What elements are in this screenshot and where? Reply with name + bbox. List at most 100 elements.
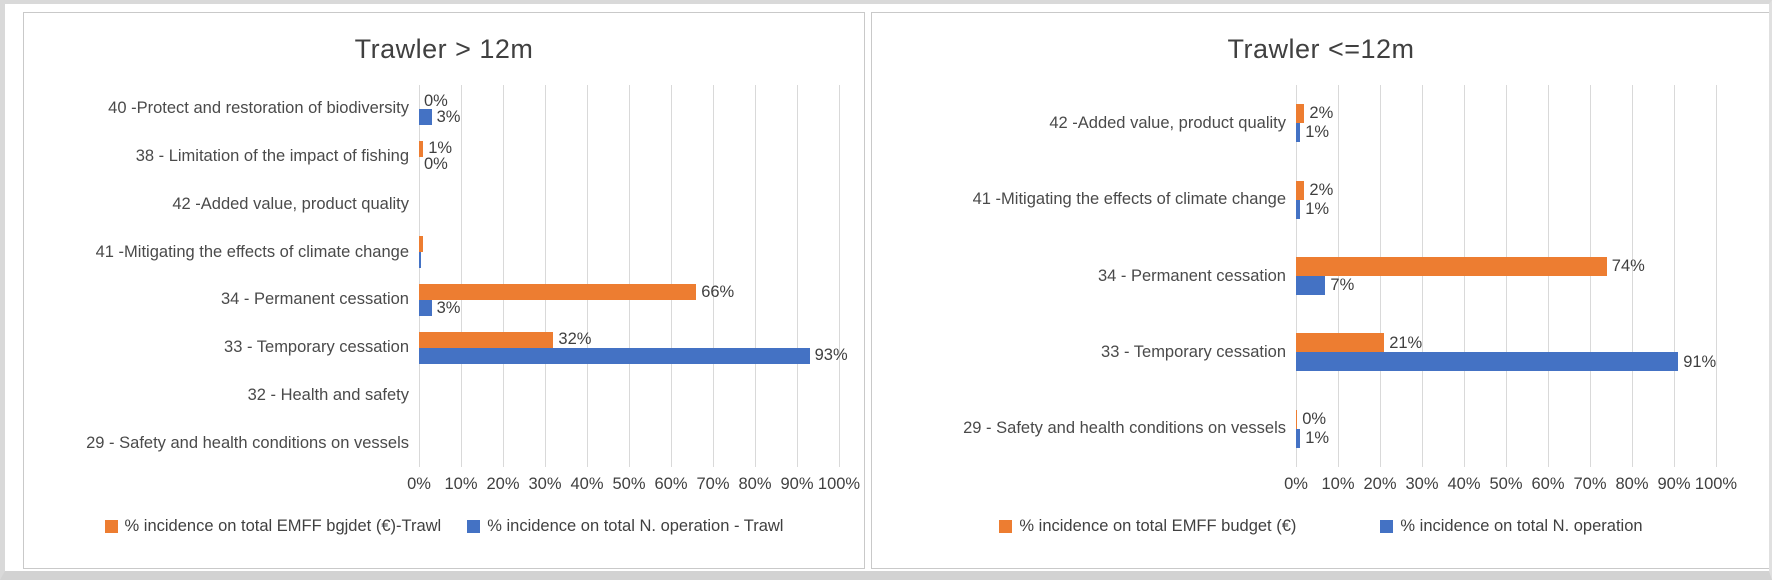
series-line: 93% [419,347,848,364]
plot-area: 2% 1% 2% 1% 74% 7% 21% 91% 0% 1% [1296,85,1717,467]
x-tick-label: 70% [1573,475,1607,493]
bar-value-label: 32% [558,330,592,349]
bar-row [419,228,839,276]
x-tick-label: 20% [1363,475,1397,493]
gridline [587,85,588,467]
series-line: 2% [1296,180,1716,200]
series-line [419,204,839,220]
bar-row: 32% 93% [419,324,848,372]
bar [419,283,697,300]
gridline [503,85,504,467]
bar [1296,257,1607,277]
x-tick-label: 30% [528,475,562,493]
x-tick-label: 50% [1489,475,1523,493]
gridline [461,85,462,467]
bar-row [419,372,839,420]
series-line: 32% [419,330,839,349]
legend: % incidence on total EMFF budget (€) % i… [872,499,1769,553]
series-line: 3% [419,109,839,125]
bar [419,252,422,269]
bar-row: 2% 1% [1296,85,1716,161]
legend-swatch-icon [104,519,118,533]
series-line [419,427,839,443]
series-line: 1% [1296,123,1716,143]
x-axis: 0% 10% 20% 30% 40% 50% 60% 70% 80% 90% 100% [24,467,864,499]
legend-label: % incidence on total EMFF budget (€) [1019,516,1297,535]
gridline [797,85,798,467]
bar-row [419,419,839,467]
bar-value-label: 0% [424,155,448,174]
legend: % incidence on total EMFF bgjdet (€)-Tra… [24,499,864,553]
chart-panel-trawler-gt-12m: Trawler > 12m 40 -Protect and restoratio… [23,12,865,569]
x-tick-label: 70% [696,475,730,493]
bar [419,299,432,316]
series-line: 21% [1296,333,1716,353]
category-label: 38 - Limitation of the impact of fishing [135,147,409,166]
category-label: 40 -Protect and restoration of biodivers… [108,99,409,118]
bar [1296,352,1679,372]
gridline [1674,85,1675,467]
legend-item-emff: % incidence on total EMFF bgjdet (€)-Tra… [104,516,442,536]
category-axis: 40 -Protect and restoration of biodivers… [24,85,419,467]
bar-row: 0% 1% [1296,391,1716,467]
bar-value-label: 1% [428,139,453,158]
series-line [419,443,839,459]
gridline [545,85,546,467]
bar-row: 1% 0% [419,133,839,181]
category-label: 41 -Mitigating the effects of climate ch… [95,242,409,261]
bar-value-label: 7% [1330,276,1355,295]
gridline [755,85,756,467]
x-axis: 0% 10% 20% 30% 40% 50% 60% 70% 80% 90% 100% [872,467,1769,499]
bar [419,331,554,348]
series-line [419,236,839,253]
legend-label: % incidence on total N. operation [1400,516,1643,535]
x-tick-label: 20% [486,475,520,493]
x-axis-spacer [24,467,419,499]
legend-label: % incidence on total EMFF bgjdet (€)-Tra… [124,516,442,535]
category-label: 42 -Added value, product quality [172,194,409,213]
series-line: 66% [419,284,839,300]
x-tick-label: 80% [1615,475,1649,493]
bar [419,140,424,157]
bar-row: 66% 3% [419,276,839,324]
x-tick-label: 100% [1694,475,1738,493]
legend-swatch-icon [999,519,1013,533]
legend-item-n-operation: % incidence on total N. operation - Traw… [467,517,783,536]
gridline [419,85,420,467]
bar-value-label: 3% [436,298,461,317]
x-tick-label: 10% [1321,475,1355,493]
bar-row: 21% 91% [1296,314,1716,390]
category-label: 32 - Health and safety [247,385,409,404]
bar [1296,428,1301,448]
bar-row: 0% 3% [419,85,839,133]
category-label: 29 - Safety and health conditions on ves… [86,433,409,452]
bar-value-label: 93% [814,346,848,365]
bar [1296,104,1305,124]
series-line: 1% [1296,428,1716,448]
bar [419,108,432,125]
series-line: 0% [419,155,839,174]
series-line: 3% [419,300,839,316]
bar-value-label: 91% [1683,352,1717,371]
x-tick-label: 60% [1531,475,1565,493]
series-line [419,252,839,269]
x-tick-label: 60% [654,475,688,493]
chart-body: 42 -Added value, product quality 41 -Miti… [872,85,1769,467]
bar-value-label: 1% [1305,199,1330,218]
x-tick-label: 0% [407,475,431,493]
legend-item-emff: % incidence on total EMFF budget (€) [999,517,1296,536]
bar [1296,276,1326,296]
gridline [1716,85,1717,467]
bar-rows: 2% 1% 2% 1% 74% 7% 21% 91% 0% 1% [1296,85,1716,467]
x-axis-spacer [872,467,1296,499]
bar [1296,199,1301,219]
x-tick-label: 40% [570,475,604,493]
bar-value-label: 1% [1305,429,1330,448]
category-label: 41 -Mitigating the effects of climate ch… [972,190,1286,209]
category-label: 33 - Temporary cessation [224,338,409,357]
chart-title: Trawler > 12m [354,33,534,64]
series-line: 74% [1296,257,1716,277]
x-axis-ticks: 0% 10% 20% 30% 40% 50% 60% 70% 80% 90% 100% [407,467,860,499]
x-axis-ticks: 0% 10% 20% 30% 40% 50% 60% 70% 80% 90% 100% [1284,467,1737,499]
